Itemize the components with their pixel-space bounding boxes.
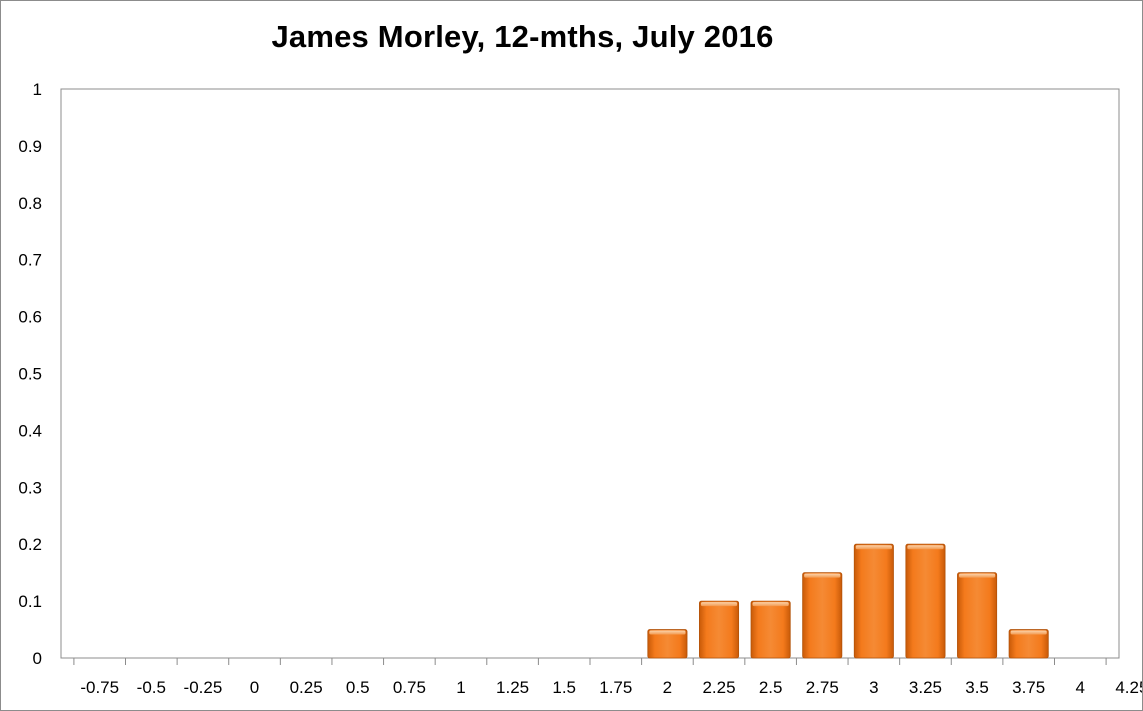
x-tick-label: 2	[663, 678, 672, 697]
x-tick-label: 3.25	[909, 678, 942, 697]
bar-2.5	[750, 600, 791, 659]
y-tick-label: 0.8	[18, 194, 42, 213]
y-tick-label: 1	[33, 80, 42, 99]
bar-3.25	[905, 543, 946, 659]
bar-2.25	[699, 600, 740, 659]
bar-2	[647, 629, 688, 659]
x-tick-label: 0.25	[290, 678, 323, 697]
y-tick-label: 0.3	[18, 478, 42, 497]
x-tick-label: -0.75	[80, 678, 119, 697]
bar-3.5	[957, 572, 998, 659]
x-tick-label: 4	[1076, 678, 1085, 697]
x-tick-label: 0.75	[393, 678, 426, 697]
y-tick-label: 0.1	[18, 592, 42, 611]
x-tick-label: -0.5	[137, 678, 166, 697]
x-tick-label: 4.25	[1115, 678, 1142, 697]
y-tick-label: 0.7	[18, 251, 42, 270]
x-tick-label: 2.25	[702, 678, 735, 697]
y-tick-label: 0.5	[18, 365, 42, 384]
bar-2.75	[802, 572, 843, 659]
x-tick-label: 1.5	[552, 678, 576, 697]
y-tick-label: 0.6	[18, 308, 42, 327]
bar-3.75	[1008, 629, 1049, 659]
y-tick-label: 0.2	[18, 535, 42, 554]
x-tick-label: 0.5	[346, 678, 370, 697]
x-tick-label: 3	[869, 678, 878, 697]
y-tick-label: 0.9	[18, 137, 42, 156]
x-tick-label: 1.25	[496, 678, 529, 697]
x-tick-label: 2.75	[806, 678, 839, 697]
x-tick-label: 1	[456, 678, 465, 697]
y-tick-label: 0	[33, 649, 42, 668]
x-tick-label: 3.75	[1012, 678, 1045, 697]
x-tick-label: 0	[250, 678, 259, 697]
x-tick-label: 3.5	[965, 678, 989, 697]
bar-3	[853, 543, 894, 659]
x-tick-label: 1.75	[599, 678, 632, 697]
y-tick-label: 0.4	[18, 421, 42, 440]
x-tick-label: 2.5	[759, 678, 783, 697]
chart-title: James Morley, 12-mths, July 2016	[271, 19, 774, 54]
x-tick-label: -0.25	[184, 678, 223, 697]
